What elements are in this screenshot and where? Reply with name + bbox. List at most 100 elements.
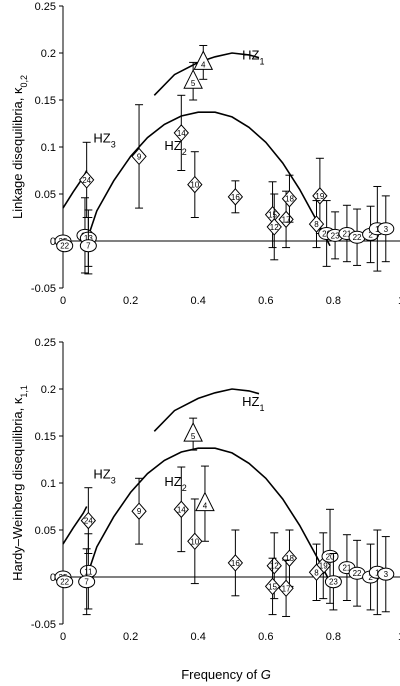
data-point: 22 xyxy=(56,239,74,253)
data-point: 20 xyxy=(321,508,339,604)
data-point: 17 xyxy=(278,559,294,617)
annotation-hz3: HZ3 xyxy=(93,466,115,485)
y-tick-label: 0.15 xyxy=(35,95,56,107)
data-point: 7 xyxy=(78,548,96,616)
x-axis-label: Frequency of G xyxy=(181,667,271,682)
point-label: 5 xyxy=(191,79,196,88)
y-tick-label: 0.25 xyxy=(35,337,56,349)
point-label: 16 xyxy=(231,559,240,568)
diamond-marker xyxy=(227,554,244,572)
data-point: 22 xyxy=(348,539,366,607)
x-tick-label: 0.2 xyxy=(123,631,138,643)
point-label: 2 xyxy=(368,573,373,582)
point-label: 22 xyxy=(60,578,69,587)
point-label: 23 xyxy=(329,578,338,587)
data-point: 16 xyxy=(227,180,244,214)
data-point: 18 xyxy=(281,529,298,587)
diamond-marker xyxy=(173,500,189,519)
point-label: 9 xyxy=(137,507,142,516)
panel-1: -0.05 0 0.05 0.1 0.15 0.2 0.25 0 0.2 0.4 0.6 0.8 1 Li… xyxy=(10,1,400,307)
y-tick-label: -0.05 xyxy=(31,619,56,631)
point-label: 24 xyxy=(82,176,91,185)
data-point: 22 xyxy=(56,575,74,589)
data-point: 14 xyxy=(173,466,189,553)
y-tick-label: 0.15 xyxy=(35,431,56,443)
point-label: 4 xyxy=(201,60,206,69)
point-label: 23 xyxy=(331,231,340,240)
curve-hz1 xyxy=(153,52,260,96)
diamond-marker xyxy=(187,532,203,551)
x-tick-label: 0.6 xyxy=(258,631,273,643)
circle-marker xyxy=(377,222,395,236)
data-point: 8 xyxy=(308,200,325,249)
point-label: 18 xyxy=(285,195,294,204)
curve-hz3 xyxy=(62,506,88,545)
data-point: 8 xyxy=(308,543,325,601)
point-label: 21 xyxy=(342,229,351,238)
data-point: 15 xyxy=(264,181,281,249)
diamond-marker xyxy=(264,577,281,596)
diamond-marker xyxy=(266,218,282,236)
diamond-marker xyxy=(173,124,189,142)
data-point: 24 xyxy=(78,141,95,218)
point-label: 5 xyxy=(191,432,196,441)
point-label: 14 xyxy=(177,129,186,138)
circle-marker xyxy=(56,575,74,589)
point-label: 12 xyxy=(270,223,279,232)
point-label: 10 xyxy=(190,181,199,190)
annotation-hz1: HZ1 xyxy=(242,394,264,413)
diamond-marker xyxy=(278,579,294,598)
curve-hz2 xyxy=(85,447,331,583)
y-axis-label: Hardy–Weinberg disequilibria, κ1,1 xyxy=(10,385,29,581)
point-label: 4 xyxy=(203,502,208,511)
triangle-marker xyxy=(193,50,214,70)
y-tick-label: 0.2 xyxy=(41,48,56,60)
point-label: 24 xyxy=(84,517,93,526)
diamond-marker xyxy=(78,171,95,189)
panel-2: -0.05 0 0.05 0.1 0.15 0.2 0.25 0 0.2 0.4 0.6 0.8 1 Ha… xyxy=(10,337,400,682)
diamond-marker xyxy=(80,511,97,530)
point-label: 11 xyxy=(84,567,93,576)
data-point: 9 xyxy=(131,104,147,209)
data-point: 10 xyxy=(187,151,203,218)
x-tick-label: 0.8 xyxy=(326,295,341,307)
y-tick-label: 0.05 xyxy=(35,525,56,537)
point-label: 10 xyxy=(190,537,199,546)
data-point: 22 xyxy=(348,208,366,266)
point-label: 19 xyxy=(319,562,328,571)
diamond-marker xyxy=(312,187,328,205)
annotation-hz1: HZ1 xyxy=(242,48,264,67)
point-label: 15 xyxy=(268,211,277,220)
x-tick-label: 0 xyxy=(60,631,66,643)
point-label: 17 xyxy=(282,215,291,224)
data-point: 15 xyxy=(264,557,281,616)
data-point: 16 xyxy=(227,529,244,597)
point-label: 21 xyxy=(342,564,351,573)
point-label: 17 xyxy=(282,584,291,593)
data-point: 4 xyxy=(195,465,215,542)
x-tick-label: 0.6 xyxy=(258,295,273,307)
data-point: 11 xyxy=(79,533,97,610)
point-label: 8 xyxy=(314,568,319,577)
point-label: 9 xyxy=(137,152,142,161)
point-label: 12 xyxy=(270,562,279,571)
data-point: 5 xyxy=(183,417,203,451)
y-tick-label: 0.2 xyxy=(41,384,56,396)
data-point: 14 xyxy=(173,94,189,171)
diamond-marker xyxy=(308,215,325,233)
point-label: 22 xyxy=(60,242,69,251)
diamond-marker xyxy=(281,189,298,208)
x-tick-label: 0.4 xyxy=(191,295,206,307)
point-label: 3 xyxy=(384,570,389,579)
data-point: 5 xyxy=(183,61,203,101)
data-point: 21 xyxy=(338,534,356,601)
curve-hz1 xyxy=(153,388,260,432)
data-point: 10 xyxy=(187,498,203,585)
point-label: 16 xyxy=(231,193,240,202)
data-point: 18 xyxy=(281,174,298,223)
data-point: 23 xyxy=(326,211,344,260)
circle-marker xyxy=(324,575,342,589)
data-point: 7 xyxy=(79,217,97,275)
point-label: 22 xyxy=(353,569,362,578)
